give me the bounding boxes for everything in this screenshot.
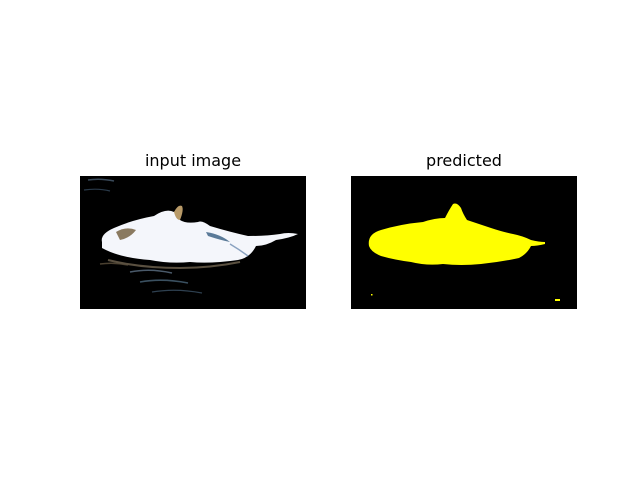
bird-shadow: [116, 228, 136, 240]
mask-speck: [371, 294, 373, 296]
water-ripple: [87, 178, 115, 182]
mask-region: [368, 203, 545, 265]
bird-wing-detail: [229, 243, 249, 257]
water-ripple: [129, 269, 173, 274]
water-ripple: [151, 289, 203, 294]
predicted-panel: [351, 176, 577, 309]
input-image-panel: [80, 176, 306, 309]
input-image: [80, 176, 306, 309]
input-image-title: input image: [144, 151, 242, 170]
bird-body: [101, 210, 298, 263]
predicted-title: predicted: [426, 151, 502, 170]
bird-head: [174, 205, 183, 220]
bird-reflection: [107, 259, 241, 270]
water-ripple: [83, 188, 111, 192]
mask-speck: [555, 299, 560, 301]
predicted-mask: [351, 176, 577, 309]
water-ripple: [139, 279, 189, 284]
bird-wing-detail: [206, 232, 230, 242]
